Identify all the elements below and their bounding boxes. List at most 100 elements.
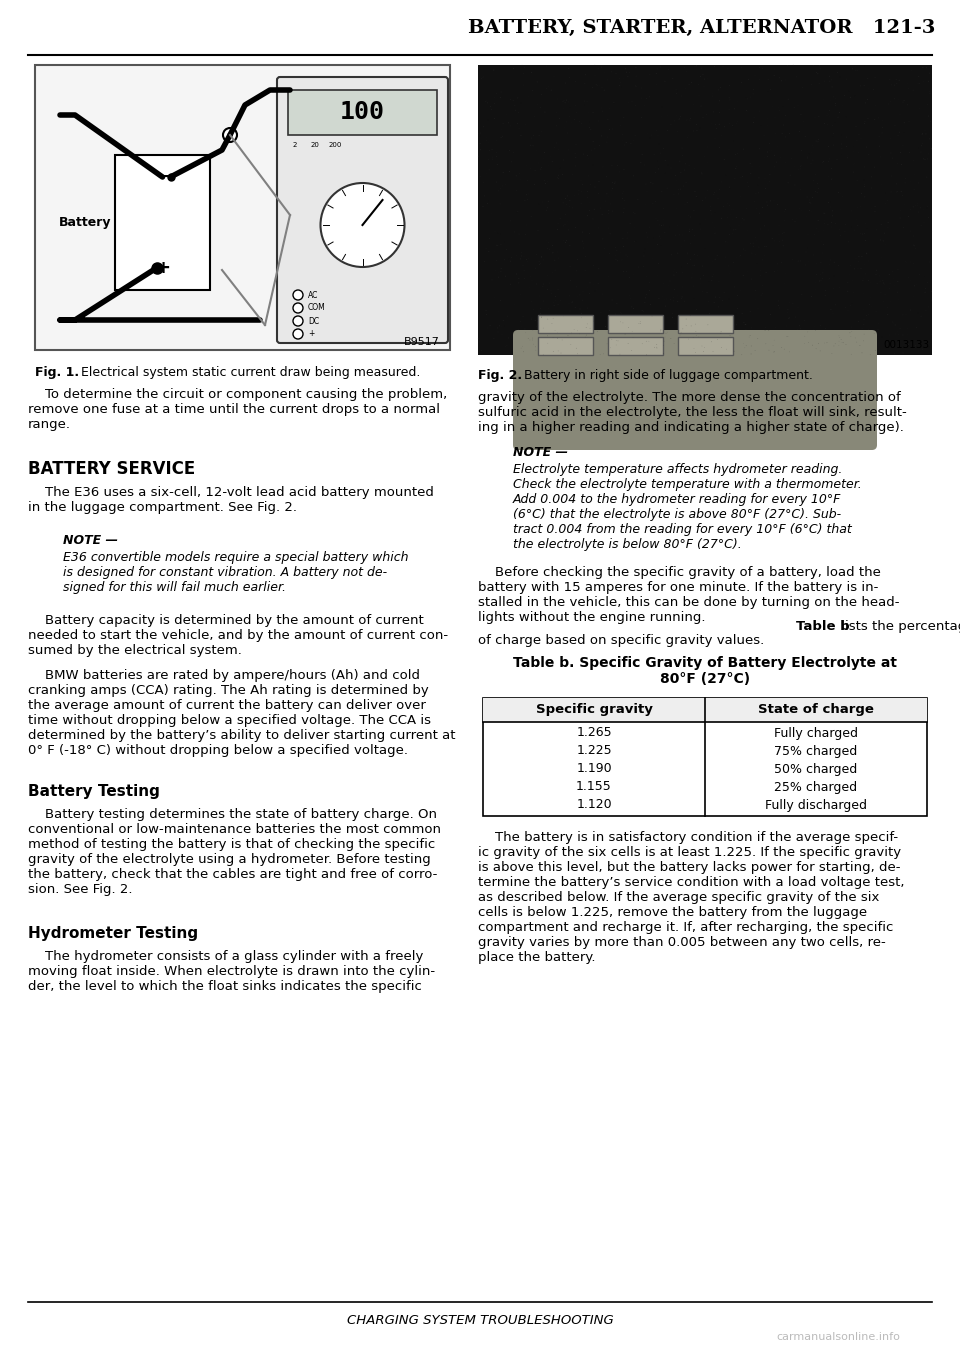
Point [903,171,919,193]
Point [673,106,688,128]
Text: Electrolyte temperature affects hydrometer reading.
Check the electrolyte temper: Electrolyte temperature affects hydromet… [513,463,862,551]
Point [685,327,701,349]
Point [672,224,687,246]
Text: AC: AC [308,290,319,300]
Point [494,170,510,191]
Point [658,275,673,297]
Point [660,155,676,176]
Point [577,90,592,111]
Point [808,130,824,152]
Point [816,220,831,242]
Point [919,300,934,322]
Point [755,88,770,110]
Point [608,190,623,212]
Point [588,281,603,303]
Point [496,248,512,270]
Point [575,281,590,303]
Point [583,271,598,293]
Point [543,280,559,301]
Point [778,263,793,285]
Point [677,231,692,252]
Point [512,233,527,255]
Point [660,58,676,80]
Point [882,273,898,294]
Point [614,250,630,271]
Point [905,252,921,274]
Point [831,277,847,299]
Point [642,128,658,149]
Point [652,214,667,236]
Point [636,95,652,117]
Point [482,140,497,161]
Point [914,214,929,236]
Point [616,68,632,90]
Point [471,318,487,339]
Point [530,94,545,115]
Point [723,261,738,282]
Point [651,278,666,300]
Point [856,75,872,96]
Point [548,304,564,326]
Point [533,252,548,274]
Point [680,242,695,263]
Point [770,252,785,274]
Point [829,85,845,107]
Point [781,292,797,313]
Point [642,85,658,107]
Point [656,137,671,159]
Point [895,185,910,206]
Point [746,79,761,100]
Point [790,296,805,318]
Point [810,221,826,243]
Point [868,195,883,217]
Point [780,92,795,114]
Point [678,77,693,99]
Point [923,83,938,104]
Point [599,183,614,205]
Point [767,58,782,80]
Point [740,171,756,193]
Point [916,213,931,235]
Point [700,313,715,335]
Point [907,235,923,256]
Point [474,71,490,92]
Point [733,72,749,94]
Point [623,133,638,155]
Point [660,318,675,339]
Point [484,99,499,121]
Point [879,190,895,212]
Point [710,92,726,114]
Point [694,57,709,79]
Point [649,58,664,80]
Text: Battery Testing: Battery Testing [28,784,160,799]
Point [826,303,841,324]
Point [847,206,862,228]
Point [500,327,516,349]
Point [622,213,637,235]
Point [780,299,796,320]
Point [760,114,776,136]
Point [655,286,670,308]
Point [687,102,703,123]
Point [634,106,649,128]
Point [863,343,878,365]
Point [856,156,872,178]
Point [747,106,762,128]
Point [689,119,705,141]
Point [911,172,926,194]
Point [721,138,736,160]
Point [754,284,769,305]
Point [857,111,873,133]
Point [660,178,675,199]
Point [798,220,813,242]
Point [494,324,510,346]
Point [840,147,855,168]
Point [561,324,576,346]
Point [683,304,698,326]
Point [540,239,555,261]
Point [864,166,879,187]
Point [558,92,573,114]
Point [604,328,619,350]
Point [730,297,745,319]
Point [749,229,764,251]
